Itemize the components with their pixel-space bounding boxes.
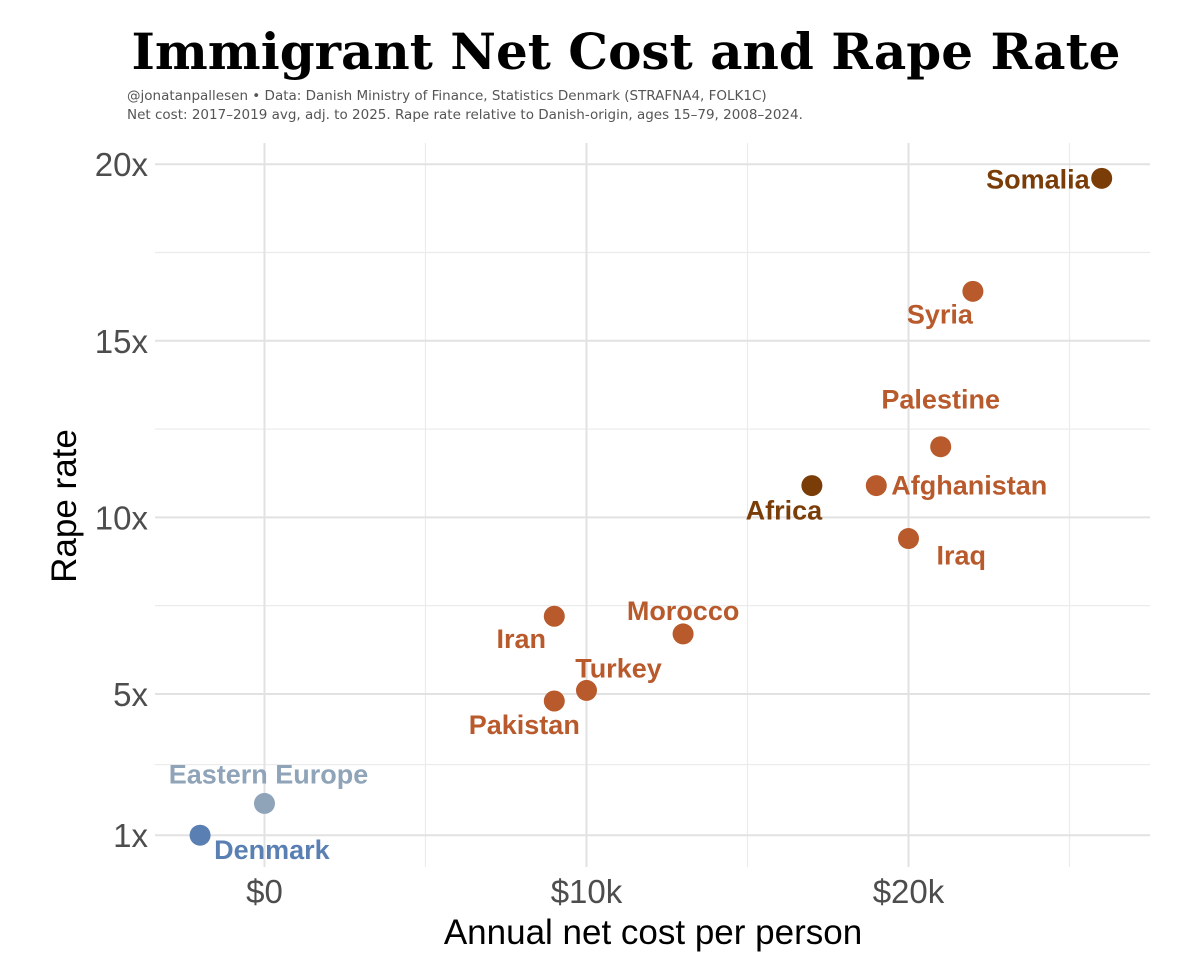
point-label-africa: Africa bbox=[746, 496, 824, 526]
y-tick-label: 1x bbox=[113, 817, 148, 854]
point-labels: Denmark Eastern Europe Pakistan Turkey Iran M… bbox=[169, 164, 1091, 865]
point-morocco bbox=[672, 623, 694, 645]
point-label-syria: Syria bbox=[907, 299, 974, 329]
point-syria bbox=[962, 280, 984, 302]
x-tick-label: $20k bbox=[873, 873, 945, 910]
point-pakistan bbox=[543, 690, 565, 712]
y-tick-label: 5x bbox=[113, 676, 148, 713]
point-eastern-europe bbox=[253, 792, 275, 814]
point-label-iraq: Iraq bbox=[936, 541, 986, 571]
x-tick-label: $10k bbox=[551, 873, 623, 910]
point-label-palestine: Palestine bbox=[881, 385, 1000, 415]
y-axis-title: Rape rate bbox=[45, 429, 84, 583]
point-iraq bbox=[897, 528, 919, 550]
point-iran bbox=[543, 605, 565, 627]
y-tick-label: 20x bbox=[95, 146, 149, 183]
x-tick-label: $0 bbox=[246, 873, 283, 910]
point-label-morocco: Morocco bbox=[627, 596, 740, 626]
point-label-turkey: Turkey bbox=[575, 653, 662, 683]
y-axis-tick-labels: 1x 5x 10x 15x 20x bbox=[95, 146, 149, 854]
x-axis-tick-labels: $0 $10k $20k bbox=[246, 873, 945, 910]
point-somalia bbox=[1091, 167, 1113, 189]
point-label-pakistan: Pakistan bbox=[469, 710, 580, 740]
point-denmark bbox=[189, 824, 211, 846]
point-label-eastern-europe: Eastern Europe bbox=[169, 759, 369, 789]
point-label-denmark: Denmark bbox=[214, 835, 331, 865]
minor-gridlines bbox=[155, 143, 1150, 867]
point-label-iran: Iran bbox=[497, 624, 547, 654]
point-label-somalia: Somalia bbox=[986, 164, 1091, 194]
chart-subtitle-source: @jonatanpallesen • Data: Danish Ministry… bbox=[127, 88, 767, 104]
point-turkey bbox=[575, 679, 597, 701]
point-palestine bbox=[930, 436, 952, 458]
point-afghanistan bbox=[865, 475, 887, 497]
major-gridlines bbox=[155, 143, 1150, 867]
x-axis-title: Annual net cost per person bbox=[444, 913, 862, 952]
y-tick-label: 10x bbox=[95, 499, 149, 536]
data-points bbox=[189, 167, 1113, 846]
chart-subtitle-notes: Net cost: 2017–2019 avg, adj. to 2025. R… bbox=[127, 107, 803, 123]
chart-title: Immigrant Net Cost and Rape Rate bbox=[131, 22, 1121, 81]
point-label-afghanistan: Afghanistan bbox=[891, 471, 1047, 501]
y-tick-label: 15x bbox=[95, 323, 149, 360]
point-africa bbox=[801, 475, 823, 497]
